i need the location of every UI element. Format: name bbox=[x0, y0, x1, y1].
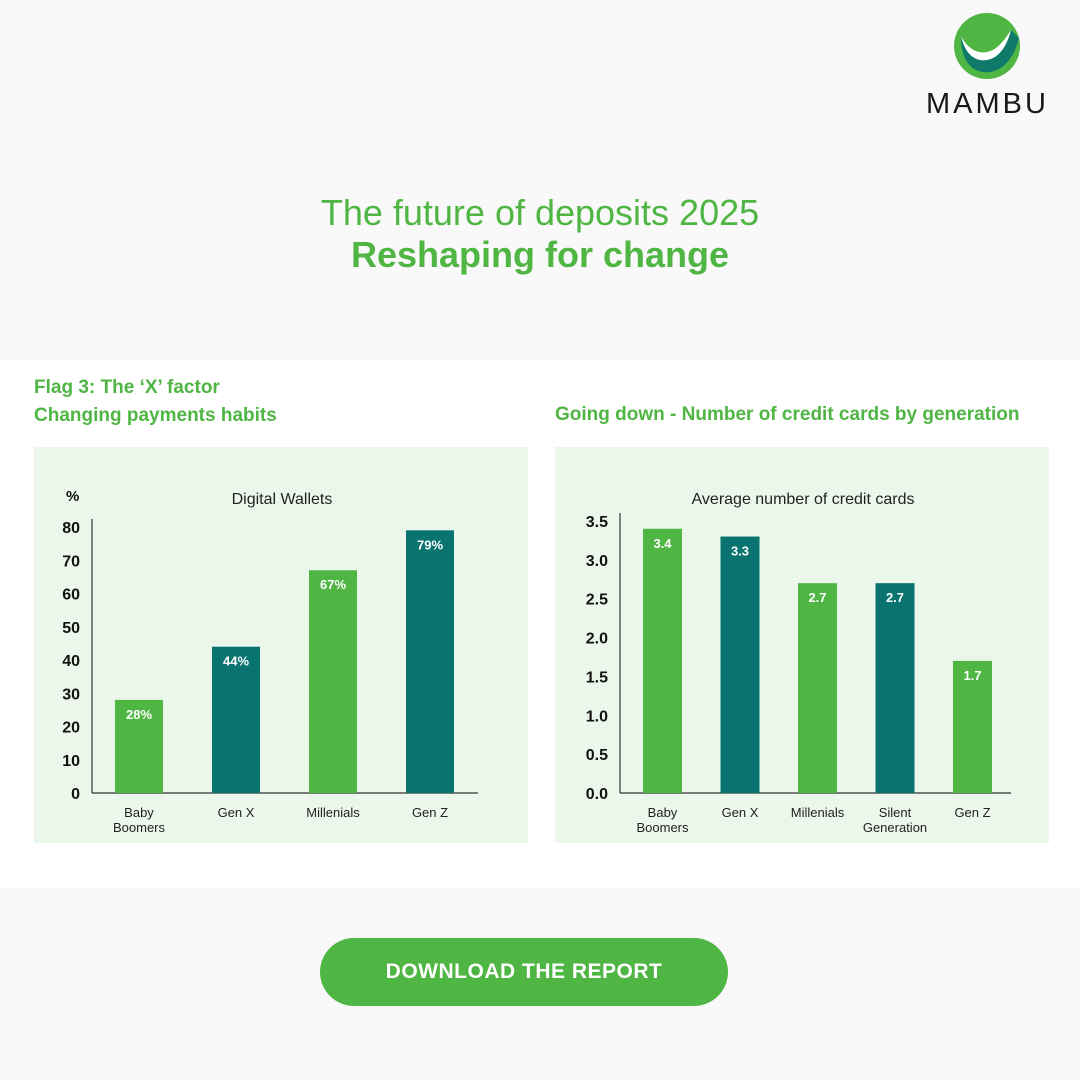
x-tick-label: Millenials bbox=[791, 805, 845, 820]
y-tick-label: 2.5 bbox=[586, 592, 608, 609]
y-axis-label: % bbox=[66, 488, 79, 505]
y-tick-label: 3.5 bbox=[586, 514, 608, 531]
download-report-button[interactable]: DOWNLOAD THE REPORT bbox=[320, 938, 728, 1006]
brand-name: MAMBU bbox=[926, 88, 1049, 120]
credit-cards-chart-panel: Average number of credit cards 0.0 0.5 1.0 1… bbox=[555, 447, 1049, 843]
digital-wallets-chart-panel: Digital Wallets% 0 10 20 30 40 50 60 70 80 28% Baby… bbox=[34, 447, 528, 843]
bar bbox=[643, 528, 682, 793]
x-tick-label: Silent bbox=[879, 805, 912, 820]
x-tick-label: Gen Z bbox=[412, 805, 448, 820]
y-tick-label: 30 bbox=[62, 686, 80, 703]
bar bbox=[309, 570, 357, 793]
data-label: 2.7 bbox=[808, 590, 826, 605]
data-label: 28% bbox=[126, 707, 152, 722]
y-tick-label: 0 bbox=[71, 786, 80, 803]
y-tick-label: 10 bbox=[62, 753, 80, 770]
bar bbox=[212, 646, 260, 793]
data-label: 3.4 bbox=[653, 536, 672, 551]
y-tick-label: 2.0 bbox=[586, 631, 608, 648]
y-tick-label: 50 bbox=[62, 620, 80, 637]
y-tick-label: 3.0 bbox=[586, 553, 608, 570]
left-section-title-line1: Flag 3: The ‘X’ factor bbox=[34, 377, 220, 398]
y-tick-label: 60 bbox=[62, 587, 80, 604]
y-tick-label: 0.5 bbox=[586, 747, 608, 764]
bar bbox=[406, 530, 454, 793]
chart-title: Digital Wallets bbox=[232, 491, 333, 508]
x-tick-label: Generation bbox=[863, 820, 927, 835]
x-tick-label: Boomers bbox=[113, 820, 166, 835]
x-tick-label: Gen Z bbox=[954, 805, 990, 820]
y-tick-label: 20 bbox=[62, 720, 80, 737]
x-tick-label: Baby bbox=[124, 805, 154, 820]
y-tick-label: 1.0 bbox=[586, 708, 608, 725]
right-section-title: Going down - Number of credit cards by g… bbox=[555, 404, 1020, 425]
bar bbox=[953, 660, 992, 793]
chart-title: Average number of credit cards bbox=[692, 491, 915, 508]
x-tick-label: Gen X bbox=[218, 805, 255, 820]
data-label: 44% bbox=[223, 654, 249, 669]
bar bbox=[875, 583, 915, 793]
data-label: 79% bbox=[417, 537, 443, 552]
page-subtitle: Reshaping for change bbox=[350, 234, 730, 275]
data-label: 3.3 bbox=[731, 544, 749, 559]
bar bbox=[115, 699, 163, 793]
left-section-title-line2: Changing payments habits bbox=[34, 405, 277, 426]
credit-cards-chart: Average number of credit cards 0.0 0.5 1.0 1… bbox=[586, 491, 1011, 835]
x-tick-label: Millenials bbox=[306, 805, 360, 820]
y-tick-label: 40 bbox=[62, 653, 80, 670]
y-tick-label: 70 bbox=[62, 553, 80, 570]
bar bbox=[720, 536, 760, 793]
x-tick-label: Baby bbox=[648, 805, 678, 820]
x-tick-label: Gen X bbox=[722, 805, 759, 820]
x-tick-label: Boomers bbox=[636, 820, 689, 835]
y-tick-label: 0.0 bbox=[586, 786, 608, 803]
digital-wallets-chart: Digital Wallets% 0 10 20 30 40 50 60 70 80 28% Baby… bbox=[62, 488, 478, 835]
page-title: The future of deposits 2025 bbox=[320, 192, 760, 233]
y-tick-label: 1.5 bbox=[586, 669, 608, 686]
header-band bbox=[0, 0, 1080, 360]
brand-logo[interactable]: MAMBU bbox=[926, 12, 1048, 121]
hero-heading: The future of deposits 2025 Reshaping fo… bbox=[0, 192, 1080, 276]
data-label: 1.7 bbox=[963, 668, 981, 683]
data-label: 2.7 bbox=[886, 590, 904, 605]
bar bbox=[798, 583, 837, 793]
data-label: 67% bbox=[320, 577, 346, 592]
y-tick-label: 80 bbox=[62, 520, 80, 537]
left-section-title: Flag 3: The ‘X’ factor Changing payments… bbox=[34, 374, 277, 430]
mambu-logo-icon bbox=[954, 13, 1020, 79]
